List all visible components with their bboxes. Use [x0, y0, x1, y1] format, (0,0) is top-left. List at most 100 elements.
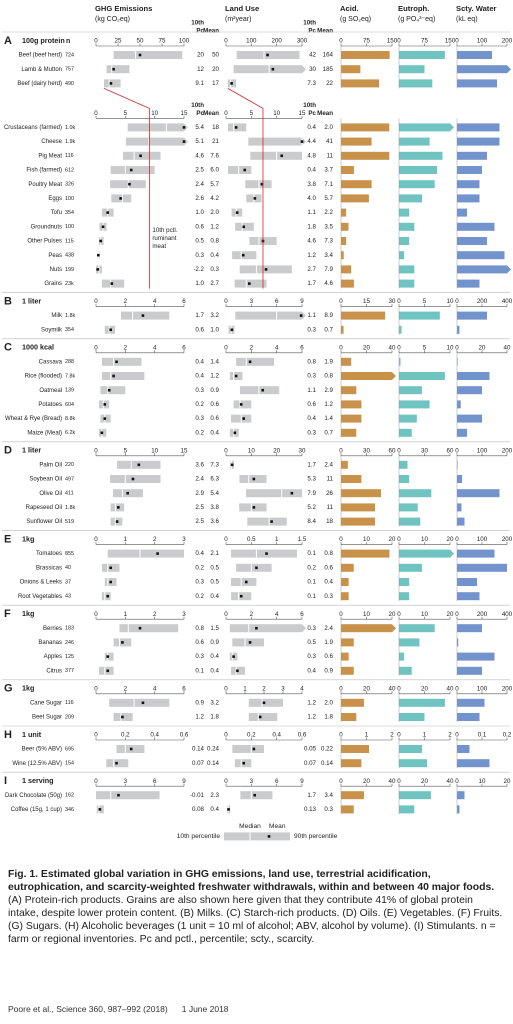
citation: Poore et al., Science 360, 987–992 (2018…	[8, 1004, 168, 1014]
mean-dot	[110, 282, 114, 285]
water-bar	[457, 666, 482, 675]
food-name: Potatoes	[38, 402, 62, 408]
section-unit: 1000 kcal	[22, 343, 54, 352]
sample-count: 8.8k	[65, 416, 75, 422]
acid-bar	[341, 503, 375, 512]
p10-value: 20	[197, 52, 204, 59]
pc-header: 10th	[303, 20, 316, 27]
overflow-arrow	[450, 123, 454, 132]
section-unit: 1 unit	[22, 730, 42, 739]
acid-bar	[341, 791, 364, 800]
p10-value: 1.1	[307, 312, 316, 319]
range-bar	[127, 123, 184, 132]
mean-value: 6.0	[210, 167, 219, 174]
tick-label: 75	[363, 38, 370, 45]
water-bar	[457, 166, 482, 174]
mean-dot	[252, 506, 256, 509]
p10-value: 0.2	[195, 429, 204, 436]
section-unit: 1kg	[22, 535, 34, 544]
legend-label: Median	[239, 823, 261, 830]
sample-count: 377	[65, 668, 74, 674]
pc-header: 10th	[303, 102, 316, 109]
mean-dot	[248, 360, 252, 364]
section-unit: 1kg	[22, 684, 34, 693]
overflow-arrow	[184, 137, 188, 146]
water-bar	[457, 151, 487, 160]
acid-bar	[341, 386, 357, 395]
tick-label: 10	[447, 298, 454, 305]
food-name: Eggs	[48, 196, 62, 202]
tick-label: 2	[250, 611, 254, 618]
tick-label: 6	[182, 298, 186, 305]
tick-label: 2	[124, 298, 128, 305]
mean-dot	[265, 552, 268, 555]
food-name: Tofu	[51, 210, 62, 216]
p10-value: 2.5	[195, 167, 204, 174]
tick-label: 40	[389, 778, 396, 785]
range-bar	[106, 65, 130, 74]
mean-dot	[234, 126, 238, 129]
acid-bar	[341, 222, 349, 231]
acid-bar	[341, 265, 352, 274]
mean-dot	[253, 793, 257, 797]
eutroph-bar	[399, 652, 405, 661]
mean-value: 3.2	[210, 699, 219, 706]
mean-dot	[138, 53, 142, 57]
mean-dot	[248, 641, 252, 644]
range-bar	[248, 698, 283, 707]
water-bar	[457, 79, 497, 88]
sample-count: 326	[65, 182, 74, 188]
mean-value: 2.0	[324, 124, 333, 131]
mean-value: 0.3	[324, 806, 333, 813]
legend-label: Mean	[269, 823, 286, 830]
tick-label: 1.5	[298, 536, 307, 543]
tick-label: 4	[300, 685, 304, 692]
p10-value: 5.4	[195, 124, 204, 131]
mean-value: 0.6	[210, 415, 219, 422]
mean-value: 2.3	[210, 792, 219, 799]
food-name: Olive Oil	[39, 491, 62, 497]
food-name: Brassicas	[36, 565, 62, 571]
tick-label: 0	[339, 732, 343, 739]
p10-value: 30	[309, 66, 316, 73]
overflow-arrow	[302, 65, 306, 74]
sample-count: 438	[65, 253, 74, 259]
sample-count: 139	[65, 388, 74, 394]
mean-value: 11	[327, 152, 334, 159]
eutroph-bar	[399, 624, 435, 633]
tick-label: 3	[250, 298, 254, 305]
water-bar	[457, 624, 482, 633]
tick-label: 0.6	[298, 732, 307, 739]
sample-count: 1.9k	[65, 139, 75, 145]
p10-value: 0.05	[304, 746, 317, 753]
mean-value: 20	[212, 66, 219, 73]
tick-label: 0	[94, 110, 98, 117]
tick-label: 0	[94, 732, 98, 739]
tick-label: 1	[423, 732, 427, 739]
pc-header: Pc	[196, 28, 204, 35]
mean-value: 3.5	[324, 223, 333, 230]
mean-value: 3.2	[210, 312, 219, 319]
pc-header: 10th	[191, 102, 204, 109]
mean-dot	[242, 417, 246, 420]
mean-value: 0.24	[207, 746, 220, 753]
tick-label: 0	[94, 778, 98, 785]
tick-label: 10	[248, 447, 255, 454]
overflow-arrow	[302, 624, 306, 633]
mean-dot	[115, 360, 118, 364]
mean-value: 0.22	[321, 746, 334, 753]
p10-value: 2.9	[195, 490, 204, 497]
acid-bar	[341, 805, 354, 814]
p10-value: 7.3	[307, 80, 316, 87]
p10-value: 2.7	[307, 266, 316, 273]
sample-count: 855	[65, 551, 74, 557]
food-name: Milk	[51, 313, 63, 319]
tick-label: 0	[397, 38, 401, 45]
mean-value: 1.5	[210, 625, 219, 632]
column-unit: (kg CO₂eq)	[95, 16, 130, 23]
tick-label: 100	[246, 38, 257, 45]
tick-label: 1	[124, 536, 128, 543]
tick-label: 0	[224, 447, 228, 454]
range-bar	[240, 791, 273, 800]
tick-label: 0	[397, 344, 401, 351]
